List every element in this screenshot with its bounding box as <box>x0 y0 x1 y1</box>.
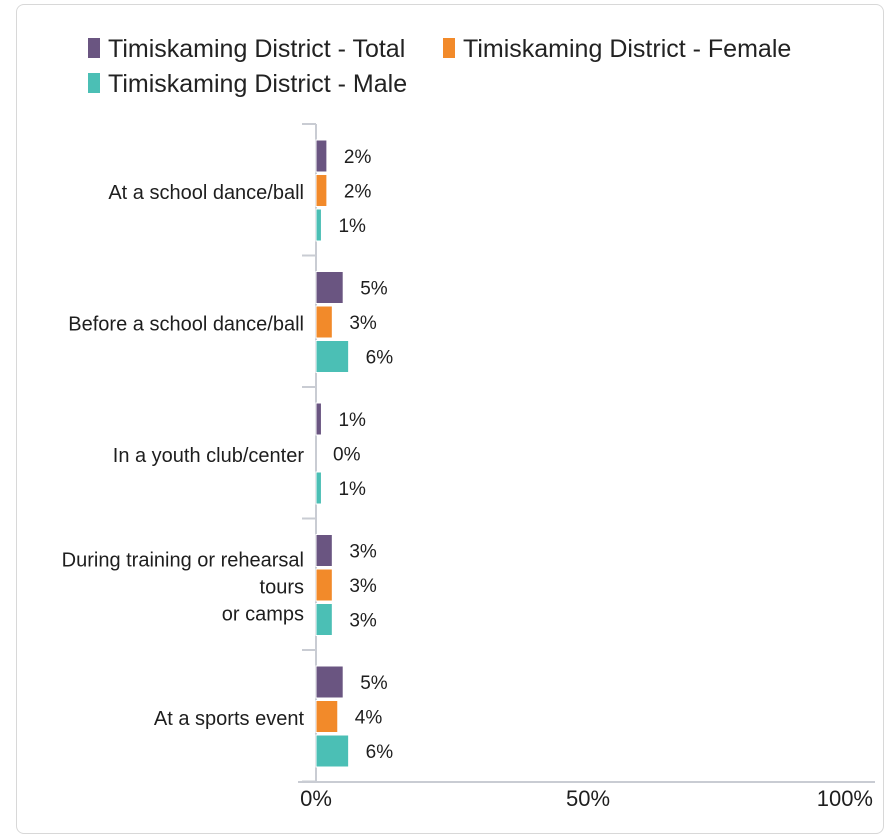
bar-value-label: 2% <box>344 182 372 203</box>
legend-label-1: Timiskaming District - Total <box>108 35 405 63</box>
bar-value-label: 5% <box>360 673 388 694</box>
x-tick-label: 0% <box>300 786 332 811</box>
bar[interactable] <box>315 402 322 436</box>
bar-value-label: 1% <box>338 216 366 237</box>
x-tick-label: 100% <box>817 786 873 811</box>
axes: 0% 50% 100% <box>298 123 875 811</box>
bar[interactable] <box>315 734 350 768</box>
bar[interactable] <box>315 665 344 699</box>
legend-swatch-1 <box>88 38 100 58</box>
category-label: At a sports event <box>154 708 305 730</box>
bar[interactable] <box>315 208 322 242</box>
category-label: Before a school dance/ball <box>68 313 304 335</box>
bar-value-label: 6% <box>366 348 394 369</box>
x-tick-label: 50% <box>566 786 610 811</box>
bar[interactable] <box>315 700 339 733</box>
bar-value-label: 3% <box>349 542 377 563</box>
bar-value-label: 3% <box>349 576 377 597</box>
labels: At a school dance/ball 2% 2% 1% Before a sch… <box>62 147 394 763</box>
bar[interactable] <box>315 139 328 173</box>
legend: Timiskaming District - Total Timiskaming … <box>88 35 791 98</box>
bar-value-label: 5% <box>360 279 388 300</box>
bar[interactable] <box>315 340 350 373</box>
bars <box>315 139 350 768</box>
legend-swatch-2 <box>443 38 455 58</box>
category-label: In a youth club/center <box>113 445 305 467</box>
category-label: At a school dance/ball <box>108 182 304 204</box>
bar[interactable] <box>315 305 333 339</box>
legend-swatch-3 <box>88 73 100 93</box>
chart-card <box>16 4 884 834</box>
bar-value-label: 4% <box>355 708 383 729</box>
bar-value-label: 6% <box>366 742 394 763</box>
bar-value-label: 3% <box>349 611 377 632</box>
bar[interactable] <box>315 271 344 304</box>
bar-value-label: 2% <box>344 147 372 168</box>
bar[interactable] <box>315 471 322 505</box>
bar-value-label: 0% <box>333 445 361 466</box>
bar[interactable] <box>315 174 328 207</box>
bar[interactable] <box>315 534 333 567</box>
legend-label-2: Timiskaming District - Female <box>463 35 791 63</box>
bar-value-label: 1% <box>338 410 366 431</box>
bar-value-label: 1% <box>338 479 366 500</box>
bar[interactable] <box>315 603 333 636</box>
category-label: During training or rehearsal tours or camp… <box>62 549 304 625</box>
bar[interactable] <box>315 568 333 602</box>
legend-label-3: Timiskaming District - Male <box>108 70 407 98</box>
bar-value-label: 3% <box>349 313 377 334</box>
